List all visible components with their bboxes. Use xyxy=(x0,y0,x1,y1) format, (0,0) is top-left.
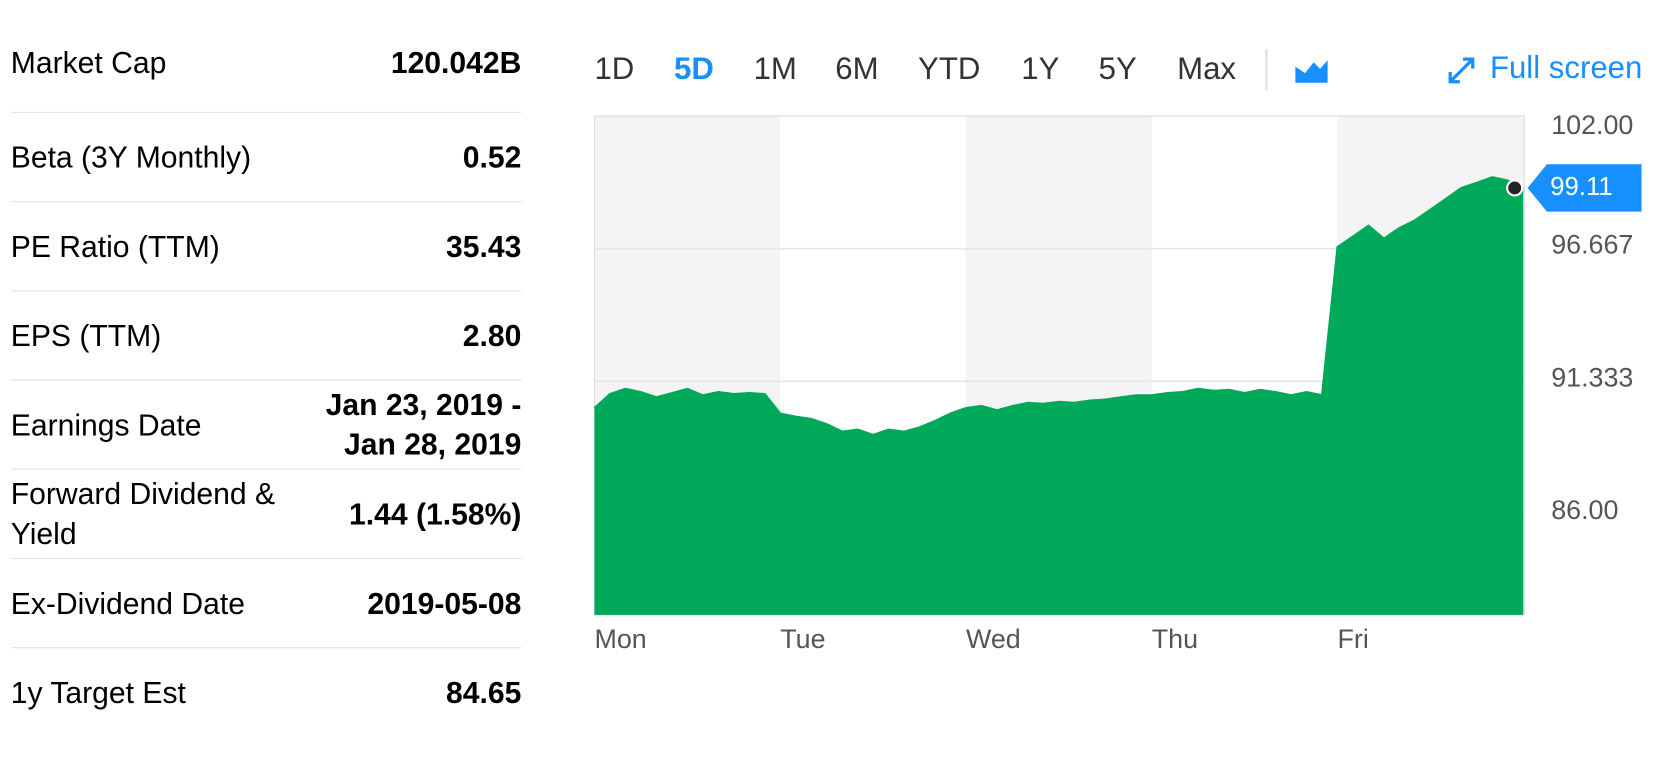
y-tick-label: 86.00 xyxy=(1551,495,1618,525)
x-tick-label: Fri xyxy=(1338,624,1369,654)
price-area xyxy=(594,177,1524,615)
range-button[interactable]: 1M xyxy=(754,51,797,86)
x-tick-label: Tue xyxy=(780,624,825,654)
stats-table: Market Cap 120.042B Beta (3Y Monthly) 0.52 P… xyxy=(10,24,522,738)
stat-row: EPS (TTM) 2.80 xyxy=(10,291,522,381)
stat-row: 1y Target Est 84.65 xyxy=(11,648,522,737)
stat-row: Market Cap 120.042B xyxy=(10,24,522,113)
stat-value: 2019-05-08 xyxy=(367,586,522,620)
stat-row: Forward Dividend & Yield 1.44 (1.58%) xyxy=(10,470,522,559)
stat-label: Beta (3Y Monthly) xyxy=(10,140,252,174)
stat-value: 120.042B xyxy=(390,46,522,80)
last-price-label: 99.11 xyxy=(1550,173,1613,201)
full-screen-button[interactable]: Full screen xyxy=(1490,50,1642,85)
stat-label: Ex-Dividend Date xyxy=(10,586,245,620)
x-tick-label: Mon xyxy=(594,624,646,654)
stat-value: 0.52 xyxy=(462,140,522,174)
x-tick-label: Wed xyxy=(966,624,1021,654)
range-button[interactable]: YTD xyxy=(918,51,980,86)
stat-value: Jan 23, 2019 - Jan 28, 2019 xyxy=(325,388,522,462)
full-screen-icon[interactable] xyxy=(1448,57,1475,84)
stat-value: 84.65 xyxy=(446,676,522,710)
stat-row: Ex-Dividend Date 2019-05-08 xyxy=(10,559,522,649)
last-price-badge xyxy=(1527,164,1642,212)
range-button[interactable]: 6M xyxy=(835,51,878,86)
y-tick-label: 96.667 xyxy=(1551,230,1633,260)
stat-label: Market Cap xyxy=(10,46,167,80)
stat-label: EPS (TTM) xyxy=(10,318,162,353)
y-tick-label: 102.00 xyxy=(1551,110,1633,140)
range-button[interactable]: Max xyxy=(1177,51,1236,86)
chart-type-icon[interactable] xyxy=(1295,60,1328,83)
stat-label: Forward Dividend & Yield xyxy=(10,477,276,551)
stat-row: PE Ratio (TTM) 35.43 xyxy=(10,202,522,292)
stat-value: 2.80 xyxy=(462,318,522,353)
range-button[interactable]: 5Y xyxy=(1099,51,1137,86)
stat-label: 1y Target Est xyxy=(10,676,186,710)
range-button[interactable]: 1D xyxy=(594,51,634,86)
stat-row: Beta (3Y Monthly) 0.52 xyxy=(10,113,522,203)
range-button[interactable]: 5D xyxy=(674,51,714,86)
price-line xyxy=(593,176,1524,437)
x-tick-label: Thu xyxy=(1152,624,1198,654)
stat-label: Earnings Date xyxy=(10,407,202,442)
stat-value: 35.43 xyxy=(446,229,522,263)
stat-label: PE Ratio (TTM) xyxy=(10,229,220,263)
range-button[interactable]: 1Y xyxy=(1021,51,1059,86)
y-tick-label: 91.333 xyxy=(1551,362,1633,392)
last-point xyxy=(1506,179,1524,197)
stat-row: Earnings Date Jan 23, 2019 - Jan 28, 2019 xyxy=(10,381,522,470)
stat-value: 1.44 (1.58%) xyxy=(349,497,522,531)
